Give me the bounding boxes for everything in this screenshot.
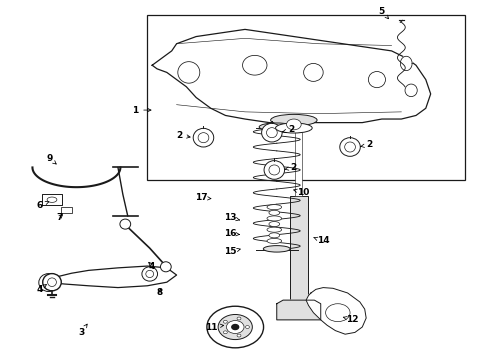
Ellipse shape bbox=[269, 165, 280, 175]
Ellipse shape bbox=[178, 62, 200, 83]
Ellipse shape bbox=[120, 219, 131, 229]
Circle shape bbox=[287, 119, 301, 130]
Ellipse shape bbox=[270, 114, 317, 126]
Text: 9: 9 bbox=[47, 154, 56, 164]
Ellipse shape bbox=[267, 216, 282, 221]
Ellipse shape bbox=[142, 267, 158, 281]
Circle shape bbox=[237, 317, 241, 320]
Ellipse shape bbox=[160, 262, 171, 272]
Circle shape bbox=[218, 315, 252, 339]
Ellipse shape bbox=[267, 227, 282, 232]
Ellipse shape bbox=[269, 210, 280, 215]
Text: 2: 2 bbox=[361, 140, 373, 149]
Circle shape bbox=[223, 331, 227, 334]
Ellipse shape bbox=[47, 197, 57, 202]
Circle shape bbox=[237, 334, 241, 337]
Ellipse shape bbox=[259, 123, 294, 131]
Text: 15: 15 bbox=[224, 247, 240, 256]
Bar bbox=[290, 196, 308, 304]
Text: 17: 17 bbox=[195, 193, 211, 202]
Polygon shape bbox=[306, 288, 366, 334]
Ellipse shape bbox=[262, 123, 282, 142]
Polygon shape bbox=[152, 30, 431, 123]
Text: 5: 5 bbox=[379, 7, 389, 19]
Circle shape bbox=[207, 306, 264, 348]
Circle shape bbox=[223, 320, 227, 323]
Circle shape bbox=[232, 324, 239, 329]
Ellipse shape bbox=[269, 221, 280, 226]
Text: 10: 10 bbox=[294, 188, 310, 197]
Ellipse shape bbox=[269, 233, 280, 238]
Ellipse shape bbox=[368, 72, 386, 87]
Polygon shape bbox=[277, 300, 321, 320]
Circle shape bbox=[326, 304, 350, 321]
Ellipse shape bbox=[198, 133, 209, 143]
Text: 4: 4 bbox=[149, 262, 155, 271]
Text: 1: 1 bbox=[132, 105, 151, 114]
Text: 2: 2 bbox=[283, 125, 294, 134]
Bar bbox=[61, 207, 72, 213]
Ellipse shape bbox=[340, 138, 360, 156]
Circle shape bbox=[226, 320, 244, 333]
Text: 2: 2 bbox=[176, 131, 190, 140]
Ellipse shape bbox=[193, 129, 214, 147]
Text: 2: 2 bbox=[285, 163, 297, 172]
Text: 7: 7 bbox=[56, 213, 63, 222]
Text: 11: 11 bbox=[204, 323, 223, 332]
Text: 4: 4 bbox=[37, 284, 47, 294]
Polygon shape bbox=[47, 266, 176, 288]
Bar bbox=[295, 132, 302, 196]
Ellipse shape bbox=[146, 270, 154, 278]
Text: 8: 8 bbox=[156, 288, 163, 297]
Text: 14: 14 bbox=[314, 237, 329, 246]
Ellipse shape bbox=[264, 161, 285, 179]
Ellipse shape bbox=[405, 84, 417, 96]
Bar bbox=[147, 15, 465, 180]
Ellipse shape bbox=[304, 63, 323, 81]
Polygon shape bbox=[42, 194, 62, 205]
Ellipse shape bbox=[43, 274, 61, 291]
Ellipse shape bbox=[39, 274, 58, 292]
Ellipse shape bbox=[267, 238, 282, 243]
Ellipse shape bbox=[275, 123, 312, 133]
Ellipse shape bbox=[243, 55, 267, 75]
Ellipse shape bbox=[344, 142, 355, 152]
Ellipse shape bbox=[267, 204, 282, 210]
Ellipse shape bbox=[48, 278, 56, 287]
Polygon shape bbox=[400, 56, 412, 71]
Ellipse shape bbox=[267, 128, 277, 138]
Circle shape bbox=[245, 325, 249, 328]
Text: 13: 13 bbox=[224, 213, 240, 222]
Ellipse shape bbox=[263, 246, 290, 252]
Text: 12: 12 bbox=[343, 315, 359, 324]
Text: 3: 3 bbox=[78, 324, 87, 337]
Text: 16: 16 bbox=[224, 229, 240, 238]
Text: 6: 6 bbox=[37, 201, 49, 210]
